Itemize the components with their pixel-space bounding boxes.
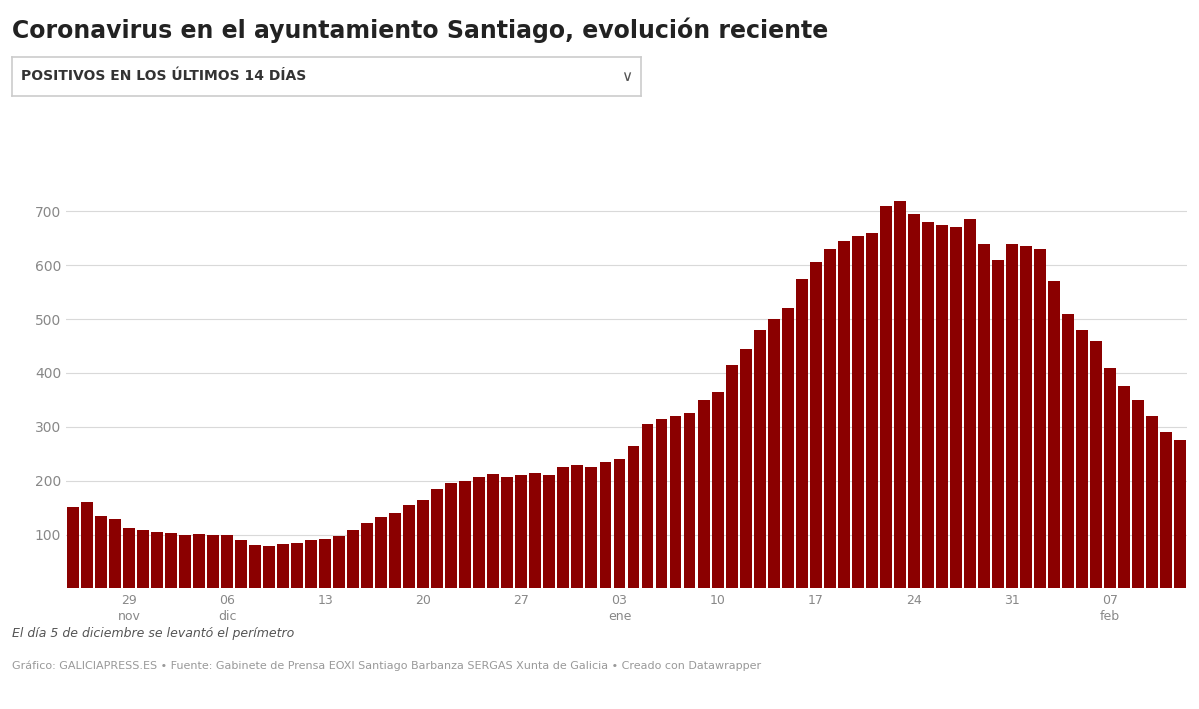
Bar	[614, 459, 626, 588]
Bar	[1104, 367, 1116, 588]
Bar	[1090, 340, 1102, 588]
Bar	[361, 523, 373, 588]
Bar	[656, 419, 668, 588]
Bar	[137, 530, 149, 588]
Bar	[725, 365, 737, 588]
Bar	[543, 475, 555, 588]
Bar	[530, 473, 541, 588]
Text: POSITIVOS EN LOS ÚLTIMOS 14 DÍAS: POSITIVOS EN LOS ÚLTIMOS 14 DÍAS	[22, 69, 307, 83]
Bar	[627, 446, 639, 588]
Bar	[403, 505, 415, 588]
Bar	[600, 462, 611, 588]
Bar	[1146, 416, 1158, 588]
Bar	[908, 214, 920, 588]
Bar	[809, 262, 821, 588]
Bar	[291, 542, 303, 588]
Bar	[1132, 400, 1144, 588]
Bar	[1076, 330, 1087, 588]
Bar	[893, 201, 905, 588]
Bar	[712, 392, 723, 588]
Bar	[754, 330, 765, 588]
Bar	[95, 515, 107, 588]
Bar	[558, 467, 570, 588]
Bar	[264, 547, 275, 588]
Bar	[249, 545, 261, 588]
Bar	[207, 535, 219, 588]
Bar	[992, 259, 1004, 588]
Bar	[978, 244, 989, 588]
Bar	[165, 533, 177, 588]
Bar	[67, 506, 79, 588]
Bar	[585, 467, 597, 588]
Bar	[1117, 386, 1129, 588]
Bar	[964, 219, 976, 588]
Bar	[123, 528, 135, 588]
Bar	[572, 464, 584, 588]
Bar	[333, 536, 345, 588]
Bar	[445, 484, 457, 588]
Bar	[348, 530, 360, 588]
Bar	[474, 477, 486, 588]
Bar	[1020, 246, 1032, 588]
Bar	[319, 539, 331, 588]
Bar	[1034, 249, 1046, 588]
Bar	[151, 532, 163, 588]
Text: Coronavirus en el ayuntamiento Santiago, evolución reciente: Coronavirus en el ayuntamiento Santiago,…	[12, 18, 829, 43]
Bar	[950, 228, 962, 588]
Bar	[641, 424, 653, 588]
Bar	[880, 206, 892, 588]
Bar	[782, 308, 794, 588]
Text: Gráfico: GALICIAPRESS.ES • Fuente: Gabinete de Prensa EOXI Santiago Barbanza SER: Gráfico: GALICIAPRESS.ES • Fuente: Gabin…	[12, 661, 761, 671]
Text: El día 5 de diciembre se levantó el perímetro: El día 5 de diciembre se levantó el perí…	[12, 627, 294, 640]
Text: ∨: ∨	[621, 69, 632, 84]
Bar	[683, 413, 695, 588]
Bar	[851, 235, 863, 588]
Bar	[375, 517, 387, 588]
Bar	[516, 475, 528, 588]
Bar	[390, 513, 402, 588]
Bar	[179, 535, 191, 588]
Bar	[922, 222, 934, 588]
Bar	[936, 225, 947, 588]
Bar	[306, 540, 317, 588]
Bar	[432, 489, 444, 588]
Bar	[221, 535, 233, 588]
Bar	[488, 474, 499, 588]
Bar	[796, 279, 808, 588]
Bar	[193, 533, 205, 588]
Bar	[277, 545, 289, 588]
Bar	[109, 520, 121, 588]
Bar	[1062, 313, 1074, 588]
Bar	[838, 241, 850, 588]
Bar	[866, 233, 878, 588]
Bar	[767, 319, 779, 588]
Bar	[501, 477, 513, 588]
Bar	[1048, 281, 1060, 588]
Bar	[1006, 244, 1018, 588]
Bar	[669, 416, 681, 588]
Bar	[698, 400, 710, 588]
Bar	[82, 502, 92, 588]
Bar	[235, 540, 247, 588]
Bar	[824, 249, 836, 588]
Bar	[740, 349, 752, 588]
Bar	[1174, 440, 1186, 588]
Bar	[1161, 432, 1171, 588]
Bar	[459, 481, 471, 588]
Bar	[417, 500, 429, 588]
